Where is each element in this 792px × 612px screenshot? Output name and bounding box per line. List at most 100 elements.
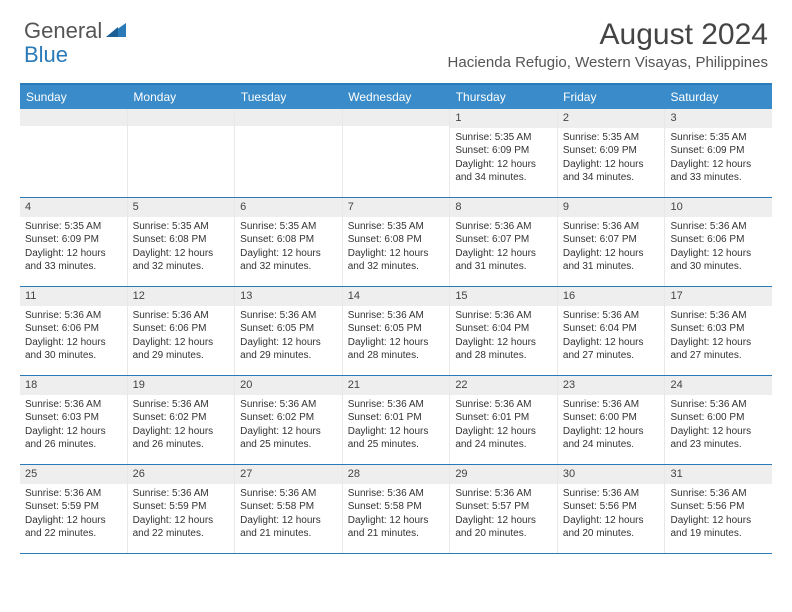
sunset-text: Sunset: 6:03 PM (25, 411, 122, 425)
day-number-empty (235, 109, 342, 126)
sunset-text: Sunset: 6:05 PM (240, 322, 337, 336)
day-details: Sunrise: 5:35 AMSunset: 6:09 PMDaylight:… (558, 128, 665, 190)
sunrise-text: Sunrise: 5:36 AM (240, 309, 337, 323)
daylight-text: Daylight: 12 hours and 32 minutes. (348, 247, 445, 274)
sunrise-text: Sunrise: 5:36 AM (670, 220, 767, 234)
day-details: Sunrise: 5:36 AMSunset: 6:04 PMDaylight:… (450, 306, 557, 368)
logo-word1: General (24, 18, 102, 44)
sunset-text: Sunset: 6:09 PM (563, 144, 660, 158)
day-number: 4 (20, 198, 127, 217)
day-details: Sunrise: 5:36 AMSunset: 6:03 PMDaylight:… (20, 395, 127, 457)
daylight-text: Daylight: 12 hours and 25 minutes. (240, 425, 337, 452)
day-number: 3 (665, 109, 772, 128)
daylight-text: Daylight: 12 hours and 26 minutes. (25, 425, 122, 452)
day-details: Sunrise: 5:35 AMSunset: 6:09 PMDaylight:… (665, 128, 772, 190)
sunset-text: Sunset: 6:04 PM (563, 322, 660, 336)
day-details: Sunrise: 5:36 AMSunset: 5:57 PMDaylight:… (450, 484, 557, 546)
sunrise-text: Sunrise: 5:36 AM (133, 309, 230, 323)
day-number: 6 (235, 198, 342, 217)
day-number: 23 (558, 376, 665, 395)
sunrise-text: Sunrise: 5:36 AM (348, 487, 445, 501)
day-details: Sunrise: 5:35 AMSunset: 6:08 PMDaylight:… (128, 217, 235, 279)
day-cell (128, 109, 236, 197)
day-header-tue: Tuesday (235, 85, 342, 109)
day-details: Sunrise: 5:36 AMSunset: 6:07 PMDaylight:… (558, 217, 665, 279)
sunset-text: Sunset: 5:58 PM (240, 500, 337, 514)
daylight-text: Daylight: 12 hours and 32 minutes. (133, 247, 230, 274)
day-details: Sunrise: 5:36 AMSunset: 6:05 PMDaylight:… (343, 306, 450, 368)
day-cell (235, 109, 343, 197)
sunrise-text: Sunrise: 5:36 AM (670, 398, 767, 412)
day-details: Sunrise: 5:35 AMSunset: 6:09 PMDaylight:… (450, 128, 557, 190)
day-number: 29 (450, 465, 557, 484)
day-number: 12 (128, 287, 235, 306)
sunset-text: Sunset: 6:04 PM (455, 322, 552, 336)
sunset-text: Sunset: 6:09 PM (25, 233, 122, 247)
day-number: 2 (558, 109, 665, 128)
day-number: 10 (665, 198, 772, 217)
day-cell: 10Sunrise: 5:36 AMSunset: 6:06 PMDayligh… (665, 198, 772, 286)
day-number-empty (343, 109, 450, 126)
week-row: 1Sunrise: 5:35 AMSunset: 6:09 PMDaylight… (20, 109, 772, 198)
daylight-text: Daylight: 12 hours and 21 minutes. (348, 514, 445, 541)
daylight-text: Daylight: 12 hours and 29 minutes. (240, 336, 337, 363)
day-cell (343, 109, 451, 197)
day-header-sat: Saturday (665, 85, 772, 109)
day-header-row: Sunday Monday Tuesday Wednesday Thursday… (20, 85, 772, 109)
day-cell: 20Sunrise: 5:36 AMSunset: 6:02 PMDayligh… (235, 376, 343, 464)
day-header-mon: Monday (127, 85, 234, 109)
day-number: 14 (343, 287, 450, 306)
sunset-text: Sunset: 6:08 PM (133, 233, 230, 247)
day-number: 11 (20, 287, 127, 306)
day-cell: 18Sunrise: 5:36 AMSunset: 6:03 PMDayligh… (20, 376, 128, 464)
day-details: Sunrise: 5:36 AMSunset: 5:56 PMDaylight:… (558, 484, 665, 546)
sunrise-text: Sunrise: 5:35 AM (670, 131, 767, 145)
day-cell: 8Sunrise: 5:36 AMSunset: 6:07 PMDaylight… (450, 198, 558, 286)
day-cell: 4Sunrise: 5:35 AMSunset: 6:09 PMDaylight… (20, 198, 128, 286)
day-details: Sunrise: 5:36 AMSunset: 6:04 PMDaylight:… (558, 306, 665, 368)
day-number: 5 (128, 198, 235, 217)
daylight-text: Daylight: 12 hours and 29 minutes. (133, 336, 230, 363)
sunrise-text: Sunrise: 5:35 AM (240, 220, 337, 234)
day-number: 15 (450, 287, 557, 306)
sunset-text: Sunset: 6:00 PM (563, 411, 660, 425)
day-number: 13 (235, 287, 342, 306)
logo: General (24, 18, 128, 44)
calendar-grid: Sunday Monday Tuesday Wednesday Thursday… (20, 83, 772, 554)
sunrise-text: Sunrise: 5:36 AM (455, 309, 552, 323)
sunrise-text: Sunrise: 5:35 AM (348, 220, 445, 234)
title-block: August 2024 Hacienda Refugio, Western Vi… (448, 18, 768, 71)
day-cell: 17Sunrise: 5:36 AMSunset: 6:03 PMDayligh… (665, 287, 772, 375)
sunrise-text: Sunrise: 5:36 AM (25, 398, 122, 412)
sunrise-text: Sunrise: 5:35 AM (563, 131, 660, 145)
sunset-text: Sunset: 5:58 PM (348, 500, 445, 514)
sunset-text: Sunset: 5:59 PM (133, 500, 230, 514)
sunrise-text: Sunrise: 5:36 AM (133, 487, 230, 501)
day-details: Sunrise: 5:36 AMSunset: 6:03 PMDaylight:… (665, 306, 772, 368)
day-cell: 25Sunrise: 5:36 AMSunset: 5:59 PMDayligh… (20, 465, 128, 553)
day-number: 30 (558, 465, 665, 484)
day-details: Sunrise: 5:36 AMSunset: 6:01 PMDaylight:… (450, 395, 557, 457)
location-subtitle: Hacienda Refugio, Western Visayas, Phili… (448, 54, 768, 71)
sunset-text: Sunset: 6:07 PM (455, 233, 552, 247)
day-cell: 1Sunrise: 5:35 AMSunset: 6:09 PMDaylight… (450, 109, 558, 197)
week-row: 11Sunrise: 5:36 AMSunset: 6:06 PMDayligh… (20, 287, 772, 376)
week-row: 4 Sunrise: 5:35 AM Sunset: 6:09 PM Daylight… (20, 198, 772, 287)
month-title: August 2024 (448, 18, 768, 52)
daylight-text: Daylight: 12 hours and 20 minutes. (563, 514, 660, 541)
sunset-text: Sunset: 6:00 PM (670, 411, 767, 425)
day-number: 17 (665, 287, 772, 306)
day-details: Sunrise: 5:36 AMSunset: 5:56 PMDaylight:… (665, 484, 772, 546)
day-cell: 28Sunrise: 5:36 AMSunset: 5:58 PMDayligh… (343, 465, 451, 553)
sunrise-text: Sunrise: 5:36 AM (563, 220, 660, 234)
day-number: 25 (20, 465, 127, 484)
sunrise-text: Sunrise: 5:35 AM (455, 131, 552, 145)
sunset-text: Sunset: 6:09 PM (455, 144, 552, 158)
day-number: 19 (128, 376, 235, 395)
sunset-text: Sunset: 6:09 PM (670, 144, 767, 158)
sunset-text: Sunset: 5:59 PM (25, 500, 122, 514)
day-cell: 14Sunrise: 5:36 AMSunset: 6:05 PMDayligh… (343, 287, 451, 375)
day-number: 7 (343, 198, 450, 217)
sunrise-text: Sunrise: 5:35 AM (133, 220, 230, 234)
logo-blue-wrap: Blue (24, 42, 68, 68)
